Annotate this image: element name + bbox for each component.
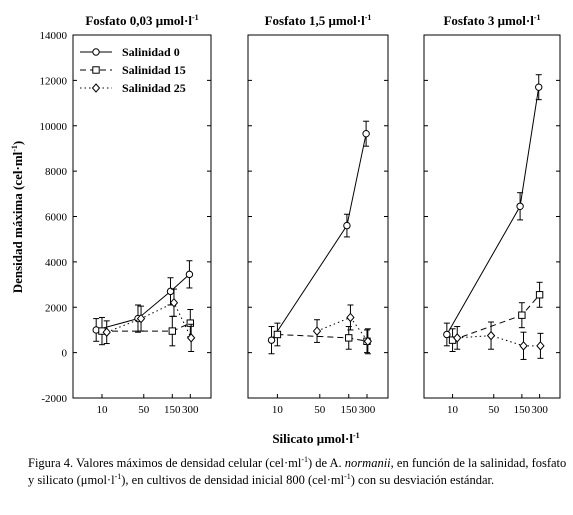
- panel-3-series-1-point: [516, 202, 524, 210]
- panel-1-series-2-point: [168, 327, 177, 335]
- panel-1-xtick-label: 150: [164, 404, 181, 416]
- panel-2-xtick-label: 300: [359, 404, 376, 416]
- panel-3-series-3-line: [457, 335, 541, 347]
- panel-2-title: Fosfato 1,5 μmol·l-1: [265, 13, 372, 28]
- caption-superscript-2: -1: [114, 471, 122, 481]
- panel-3-series-3-point: [486, 330, 496, 341]
- panel-1-xtick-label: 10: [96, 404, 108, 416]
- caption-superscript-3: -1: [344, 471, 351, 481]
- ytick-label: 12000: [40, 75, 68, 87]
- panel-1-series-2-point: [186, 319, 195, 327]
- legend-marker-1: [92, 48, 100, 56]
- legend-label-2: Salinidad 15: [122, 63, 186, 77]
- panel-2-series-1-point: [267, 336, 276, 344]
- panel-1-series-3-line: [106, 302, 192, 339]
- panel-1-series-1-point: [185, 270, 194, 279]
- panel-2-series-1-point: [343, 221, 351, 230]
- legend-marker-2: [92, 66, 100, 74]
- ytick-label: 4000: [45, 257, 68, 269]
- panel-1-series-3-point: [169, 297, 179, 308]
- ytick-label: 2000: [45, 302, 68, 314]
- caption-text-5: ) con su desviación estándar.: [350, 473, 495, 487]
- panel-3-series-3-point: [536, 341, 545, 351]
- panel-3-title: Fosfato 3 μmol·l-1: [443, 13, 540, 28]
- panel-1-series-3-point: [186, 333, 196, 343]
- ytick-label: 8000: [45, 166, 68, 178]
- panel-3-xtick-label: 300: [531, 404, 548, 416]
- ytick-label: -2000: [41, 393, 67, 405]
- panel-1-xtick-label: 300: [182, 404, 199, 416]
- ytick-label: 10000: [40, 121, 68, 133]
- panel-2-series-2-point: [345, 334, 353, 342]
- caption-species-name: normanii: [344, 456, 391, 470]
- panel-3-series-1-line: [446, 87, 540, 335]
- panel-3-series-3-point: [519, 341, 528, 351]
- panel-2-series-1-point: [362, 129, 370, 138]
- panel-3-xtick-label: 10: [447, 404, 459, 416]
- panel-2-series-2-point: [273, 330, 282, 339]
- panel-3-series-1-point: [443, 330, 451, 339]
- panel-2-series-3-point: [363, 336, 373, 347]
- y-axis-label: Densidad máxima (cel·ml-1): [10, 141, 25, 294]
- panel-1-series-3-point: [102, 327, 111, 337]
- panel-2-series-3-point: [346, 312, 355, 323]
- panel-1-xtick-label: 50: [138, 404, 150, 416]
- figure-caption: Figura 4. Valores máximos de densidad ce…: [28, 455, 568, 489]
- panel-2-series-1-line: [271, 133, 367, 341]
- panel-3-xtick-label: 150: [514, 404, 531, 416]
- panel-3-series-2-point: [518, 311, 526, 319]
- x-axis-label: Silicato μmol·l-1: [272, 431, 359, 446]
- caption-text-4: ), en cultivos de densidad inicial 800 (…: [121, 473, 345, 487]
- legend-label-1: Salinidad 0: [122, 45, 180, 59]
- panel-2-xtick-label: 150: [340, 404, 357, 416]
- legend-marker-3: [91, 83, 101, 93]
- panel-2-xtick-label: 10: [272, 404, 284, 416]
- ytick-label: 14000: [40, 30, 68, 42]
- panel-1-series-1-line: [96, 273, 190, 331]
- ytick-label: 6000: [45, 212, 68, 224]
- caption-text-3: , en función de la salinidad, fosfato y …: [28, 456, 567, 487]
- panel-2-xtick-label: 50: [314, 404, 326, 416]
- panel-2-series-3-point: [312, 326, 322, 336]
- caption-text-2: ) de A.: [307, 456, 345, 470]
- caption-superscript-1: -1: [301, 454, 308, 464]
- panel-3-series-3-point: [453, 333, 462, 343]
- panel-1-title: Fosfato 0,03 μmol·l-1: [85, 13, 198, 28]
- panel-3-xtick-label: 50: [488, 404, 500, 416]
- panel-3-series-2-point: [535, 291, 544, 299]
- panel-1-series-3-point: [136, 313, 146, 324]
- legend-label-3: Salinidad 25: [122, 81, 186, 95]
- ytick-label: 0: [62, 348, 68, 360]
- caption-text-1: Figura 4. Valores máximos de densidad ce…: [28, 456, 302, 470]
- panel-3-series-1-point: [535, 83, 543, 91]
- panel-2-series-2-line: [277, 333, 368, 342]
